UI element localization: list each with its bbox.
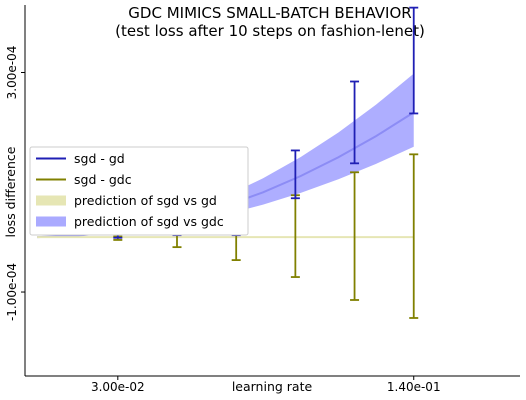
x-tick-label: 3.00e-02 xyxy=(91,380,145,394)
y-tick-label: -1.00e-04 xyxy=(5,263,19,321)
y-ticks: -1.00e-04 3.00e-04 xyxy=(5,46,25,321)
legend-label: prediction of sgd vs gd xyxy=(74,193,217,208)
legend-entry-prediction-sgd-vs-gd: prediction of sgd vs gd xyxy=(36,193,217,208)
legend-box xyxy=(29,146,249,236)
legend-label: sgd - gd xyxy=(74,151,125,166)
legend: sgd - gd sgd - gdc prediction of sgd vs gd… xyxy=(29,146,249,236)
legend-entry-prediction-sgd-vs-gdc: prediction of sgd vs gdc xyxy=(36,214,224,229)
legend-swatch-patch xyxy=(36,216,66,227)
y-axis-label: loss difference xyxy=(3,146,18,237)
x-ticks: 3.00e-02 1.40e-01 xyxy=(91,376,441,394)
y-tick-label: 3.00e-04 xyxy=(5,46,19,100)
sgd-gdc-errorbars xyxy=(113,153,419,319)
legend-swatch-patch xyxy=(36,195,66,206)
legend-label: sgd - gdc xyxy=(74,172,132,187)
chart-subtitle: (test loss after 10 steps on fashion-len… xyxy=(115,22,425,40)
x-tick-label: 1.40e-01 xyxy=(387,380,441,394)
legend-entry-sgd-gdc: sgd - gdc xyxy=(36,172,132,187)
legend-entries: sgd - gd sgd - gdc prediction of sgd vs gd… xyxy=(36,151,224,229)
chart-title: GDC MIMICS SMALL-BATCH BEHAVIOR xyxy=(128,4,411,22)
x-axis-label: learning rate xyxy=(232,379,313,394)
legend-entry-sgd-gd: sgd - gd xyxy=(36,151,125,166)
legend-label: prediction of sgd vs gdc xyxy=(74,214,224,229)
